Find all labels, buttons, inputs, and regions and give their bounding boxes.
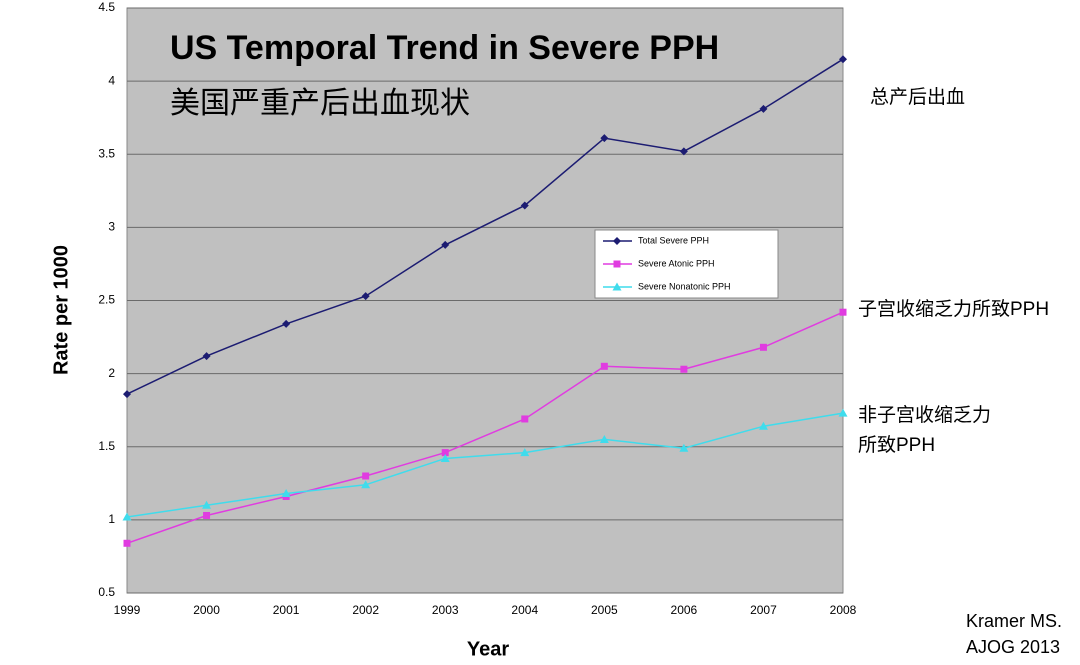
x-tick-label: 2003 bbox=[432, 603, 459, 617]
marker bbox=[362, 472, 370, 480]
y-tick-label: 1.5 bbox=[98, 439, 115, 453]
annotation: 子宫收缩乏力所致PPH bbox=[858, 298, 1049, 320]
y-tick-label: 4.5 bbox=[98, 0, 115, 14]
y-axis-label: Rate per 1000 bbox=[50, 245, 72, 375]
annotation: 非子宫收缩乏力 bbox=[858, 404, 991, 426]
annotation: 总产后出血 bbox=[870, 86, 965, 108]
marker bbox=[441, 240, 450, 249]
marker bbox=[202, 352, 211, 361]
x-axis-label: Year bbox=[467, 638, 509, 660]
marker bbox=[838, 408, 848, 417]
x-tick-label: 2000 bbox=[193, 603, 220, 617]
marker bbox=[839, 308, 847, 316]
marker bbox=[680, 365, 688, 373]
x-tick-label: 2006 bbox=[671, 603, 698, 617]
marker bbox=[759, 343, 767, 351]
marker bbox=[123, 390, 131, 399]
marker bbox=[361, 292, 370, 301]
legend-label: Severe Atonic PPH bbox=[638, 258, 715, 268]
marker bbox=[600, 362, 608, 370]
y-tick-label: 3 bbox=[108, 220, 115, 234]
y-tick-label: 2.5 bbox=[98, 293, 115, 307]
x-tick-label: 2008 bbox=[830, 603, 857, 617]
marker bbox=[202, 500, 212, 509]
marker bbox=[361, 480, 371, 489]
marker bbox=[839, 55, 847, 64]
marker bbox=[758, 421, 768, 430]
marker bbox=[203, 511, 211, 519]
x-tick-label: 2001 bbox=[273, 603, 300, 617]
marker bbox=[521, 415, 529, 423]
marker bbox=[122, 512, 132, 521]
source: AJOG 2013 bbox=[966, 637, 1060, 657]
legend-marker bbox=[613, 237, 621, 245]
x-tick-label: 2005 bbox=[591, 603, 618, 617]
marker bbox=[441, 449, 449, 457]
x-tick-label: 2004 bbox=[511, 603, 538, 617]
marker bbox=[281, 489, 291, 498]
marker bbox=[679, 147, 688, 156]
marker bbox=[599, 434, 609, 443]
x-tick-label: 2002 bbox=[352, 603, 379, 617]
y-tick-label: 1 bbox=[108, 512, 115, 526]
marker bbox=[123, 539, 131, 547]
marker bbox=[600, 134, 609, 143]
legend-label: Severe Nonatonic PPH bbox=[638, 281, 731, 291]
series-line bbox=[126, 311, 844, 544]
x-tick-label: 1999 bbox=[114, 603, 141, 617]
annotation: 所致PPH bbox=[858, 434, 935, 456]
marker bbox=[282, 319, 291, 328]
legend-marker bbox=[612, 282, 622, 291]
series-line bbox=[126, 58, 844, 395]
legend-marker bbox=[613, 260, 621, 268]
y-tick-label: 4 bbox=[108, 73, 115, 87]
chart-subtitle: 美国严重产后出血现状 bbox=[170, 87, 470, 120]
chart-title: US Temporal Trend in Severe PPH bbox=[170, 29, 719, 67]
marker bbox=[679, 443, 689, 452]
marker bbox=[520, 448, 530, 457]
y-tick-label: 0.5 bbox=[98, 585, 115, 599]
legend-label: Total Severe PPH bbox=[638, 235, 709, 245]
series-line bbox=[126, 412, 844, 518]
x-tick-label: 2007 bbox=[750, 603, 777, 617]
y-tick-label: 3.5 bbox=[98, 146, 115, 160]
marker bbox=[520, 201, 529, 210]
source: Kramer MS. bbox=[966, 611, 1062, 631]
marker bbox=[440, 453, 450, 462]
marker bbox=[759, 104, 768, 113]
y-tick-label: 2 bbox=[108, 366, 115, 380]
